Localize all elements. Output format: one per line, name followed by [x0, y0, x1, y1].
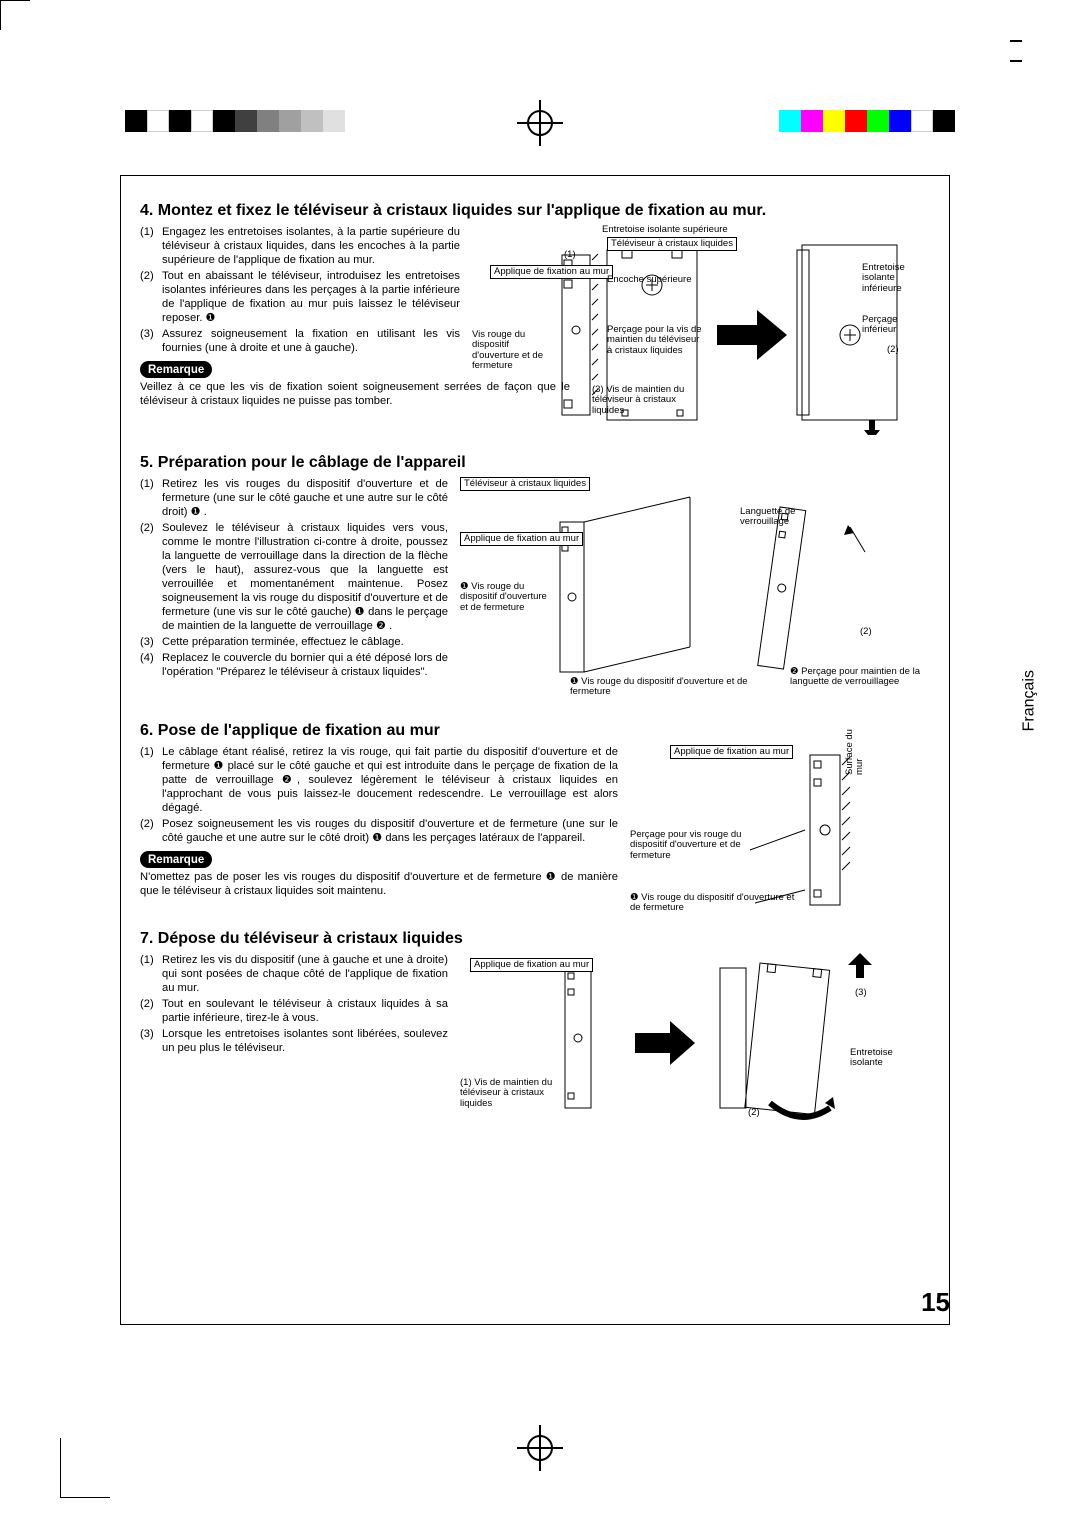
- diag-label: Perçage pour la vis de maintien du télév…: [607, 325, 707, 356]
- diag-label: Entretoise isolante inférieure: [862, 263, 932, 294]
- sec7-list: (1)Retirez les vis du dispositif (une à …: [140, 953, 448, 1055]
- sec5-item: Retirez les vis rouges du dispositif d'o…: [162, 477, 448, 519]
- diag-label: Applique de fixation au mur: [470, 958, 593, 972]
- diag-label: ❶ Vis rouge du dispositif d'ouverture et…: [460, 582, 550, 613]
- sec7-item: Tout en soulevant le téléviseur à crista…: [162, 997, 448, 1025]
- diag-label: Vis rouge du dispositif d'ouverture et d…: [472, 330, 557, 372]
- sec4-item: Tout en abaissant le téléviseur, introdu…: [162, 269, 460, 325]
- diag-label: Applique de fixation au mur: [490, 265, 613, 279]
- sec5-list: (1)Retirez les vis rouges du dispositif …: [140, 477, 448, 679]
- sec6-item: Le câblage étant réalisé, retirez la vis…: [162, 745, 618, 815]
- diag-label: (2): [748, 1108, 760, 1118]
- diag-label: (3) Vis de maintien du téléviseur à cris…: [592, 385, 702, 416]
- sec4-item: Assurez soigneusement la fixation en uti…: [162, 327, 460, 355]
- sec4-item: Engagez les entretoises isolantes, à la …: [162, 225, 460, 267]
- sec4-list: (1)Engagez les entretoises isolantes, à …: [140, 225, 460, 355]
- diag-label: ❷ Perçage pour maintien de la languette …: [790, 667, 930, 688]
- remark-badge: Remarque: [140, 851, 212, 868]
- sec4-diagram: Applique de fixation au mur Vis rouge du…: [472, 225, 932, 435]
- diag-label: Téléviseur à cristaux liquides: [460, 477, 590, 491]
- diag-label: (2): [887, 345, 899, 355]
- sec5-item: Replacez le couvercle du bornier qui a é…: [162, 651, 448, 679]
- remark-badge: Remarque: [140, 361, 212, 378]
- sec7-item: Lorsque les entretoises isolantes sont l…: [162, 1027, 448, 1055]
- sec6-diagram: Applique de fixation au mur Perçage pour…: [630, 745, 930, 915]
- diag-label: (1): [564, 250, 576, 260]
- sec5-title: 5. Préparation pour le câblage de l'appa…: [140, 453, 930, 473]
- sec7-title: 7. Dépose du téléviseur à cristaux liqui…: [140, 929, 930, 949]
- diag-label: (1) Vis de maintien du téléviseur à cris…: [460, 1078, 570, 1109]
- sec5-item: Cette préparation terminée, effectuez le…: [162, 635, 404, 649]
- diag-label: ❶ Vis rouge du dispositif d'ouverture et…: [570, 677, 770, 698]
- page-number: 15: [921, 1287, 950, 1318]
- diag-label: Perçage inférieur: [862, 315, 932, 336]
- language-tab: Français: [1020, 670, 1038, 731]
- diag-label: Surface du mur: [845, 715, 866, 775]
- diag-label: Perçage pour vis rouge du dispositif d'o…: [630, 830, 765, 861]
- diag-label: Entretoise isolante: [850, 1048, 920, 1069]
- diag-label: Entretoise isolante supérieure: [602, 225, 802, 235]
- diag-label: (2): [860, 627, 872, 637]
- diag-label: Encoche supérieure: [607, 275, 707, 285]
- sec5-diagram: Téléviseur à cristaux liquides Applique …: [460, 477, 930, 707]
- sec5-item: Soulevez le téléviseur à cristaux liquid…: [162, 521, 448, 633]
- diag-label: ❶ Vis rouge du dispositif d'ouverture et…: [630, 893, 800, 914]
- sec6-title: 6. Pose de l'applique de fixation au mur: [140, 721, 930, 741]
- page-content: 4. Montez et fixez le téléviseur à crist…: [140, 195, 930, 1123]
- color-bar: [779, 110, 955, 132]
- diag-label: Languette de verrouillage: [740, 507, 840, 528]
- diag-label: Téléviseur à cristaux liquides: [607, 237, 737, 251]
- sec7-item: Retirez les vis du dispositif (une à gau…: [162, 953, 448, 995]
- sec6-list: (1)Le câblage étant réalisé, retirez la …: [140, 745, 618, 845]
- sec4-title: 4. Montez et fixez le téléviseur à crist…: [140, 201, 930, 221]
- sec7-diagram: Applique de fixation au mur (1) Vis de m…: [460, 953, 930, 1123]
- sec6-remark-text: N'omettez pas de poser les vis rouges du…: [140, 870, 618, 898]
- diag-label: Applique de fixation au mur: [670, 745, 793, 759]
- diag-label: (3): [855, 988, 867, 998]
- diag-label: Applique de fixation au mur: [460, 532, 583, 546]
- sec6-item: Posez soigneusement les vis rouges du di…: [162, 817, 618, 845]
- grayscale-bar: [125, 110, 345, 132]
